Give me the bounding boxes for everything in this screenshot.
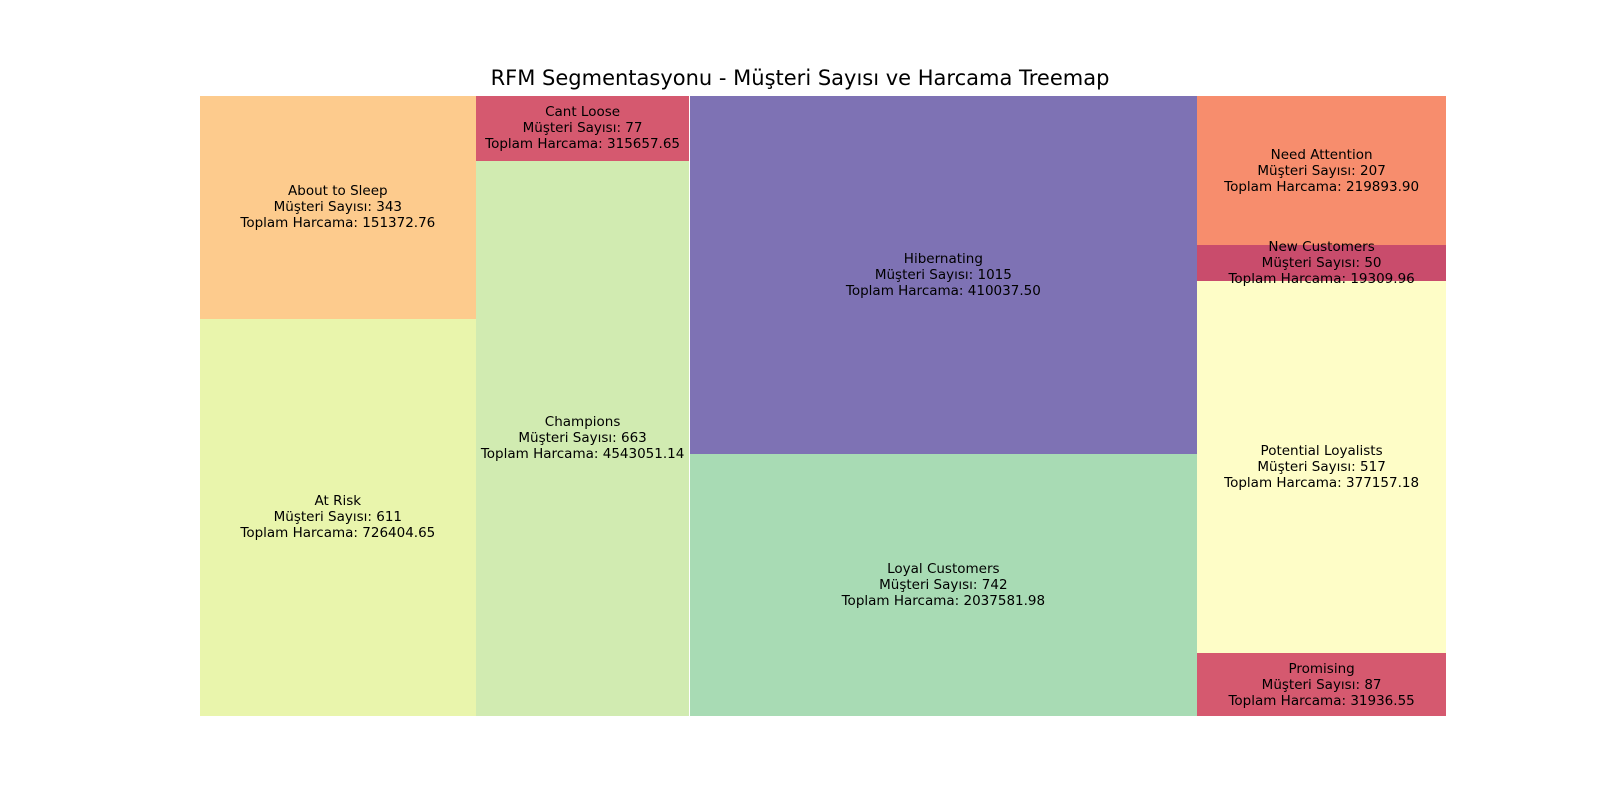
treemap-tile-potential-loyalists bbox=[1197, 281, 1446, 654]
segment-spend: Toplam Harcama: 2037581.98 bbox=[841, 593, 1046, 610]
treemap-tile-champions bbox=[475, 160, 690, 716]
treemap-tile-promising bbox=[1197, 653, 1446, 716]
segment-name: Hibernating bbox=[903, 251, 983, 268]
segment-count: Müşteri Sayısı: 50 bbox=[1261, 255, 1382, 272]
segment-count: Müşteri Sayısı: 742 bbox=[879, 577, 1008, 594]
segment-name: Cant Loose bbox=[545, 104, 621, 121]
segment-count: Müşteri Sayısı: 611 bbox=[273, 509, 403, 526]
segment-name: Promising bbox=[1288, 660, 1355, 677]
treemap-tile-cant-loose bbox=[475, 96, 690, 161]
segment-count: Müşteri Sayısı: 207 bbox=[1257, 162, 1386, 179]
treemap-label-hibernating: Hibernating Müşteri Sayısı: 1015 Toplam Ha… bbox=[846, 251, 1041, 299]
segment-name: Need Attention bbox=[1270, 146, 1373, 163]
segment-name: Loyal Customers bbox=[887, 561, 1000, 578]
segment-spend: Toplam Harcama: 315657.65 bbox=[485, 136, 681, 153]
segment-spend: Toplam Harcama: 219893.90 bbox=[1224, 178, 1420, 195]
segment-spend: Toplam Harcama: 4543051.14 bbox=[480, 446, 685, 463]
treemap-tile-new-customers bbox=[1197, 245, 1446, 282]
segment-count: Müşteri Sayısı: 517 bbox=[1257, 459, 1386, 476]
treemap-tile-loyal-customers bbox=[689, 454, 1198, 716]
segment-name: New Customers bbox=[1268, 239, 1375, 256]
segment-spend: Toplam Harcama: 19309.96 bbox=[1228, 271, 1415, 288]
segment-spend: Toplam Harcama: 377157.18 bbox=[1224, 475, 1420, 492]
chart-title: RFM Segmentasyonu - Müşteri Sayısı ve Ha… bbox=[490, 66, 1110, 90]
segment-count: Müşteri Sayısı: 87 bbox=[1261, 676, 1382, 693]
segment-spend: Toplam Harcama: 726404.65 bbox=[240, 525, 436, 542]
treemap-label-new-customers: New Customers Müşteri Sayısı: 50 Toplam Ha… bbox=[1228, 239, 1414, 287]
treemap-label-loyal-customers: Loyal Customers Müşteri Sayısı: 742 Toplam… bbox=[842, 561, 1045, 609]
segment-name: About to Sleep bbox=[288, 183, 388, 200]
segment-count: Müşteri Sayısı: 77 bbox=[522, 120, 643, 137]
segment-spend: Toplam Harcama: 410037.50 bbox=[845, 283, 1041, 300]
segment-count: Müşteri Sayısı: 663 bbox=[518, 430, 647, 447]
treemap-label-champions: Champions Müşteri Sayısı: 663 Toplam Harca… bbox=[481, 414, 684, 462]
treemap-tile-about-to-sleep bbox=[200, 96, 476, 319]
treemap-label-promising: Promising Müşteri Sayısı: 87 Toplam Harcam… bbox=[1228, 661, 1414, 709]
segment-name: Potential Loyalists bbox=[1260, 443, 1383, 460]
segment-name: At Risk bbox=[314, 493, 362, 510]
treemap-tile-hibernating bbox=[689, 96, 1198, 455]
segment-count: Müşteri Sayısı: 343 bbox=[273, 199, 403, 216]
treemap-label-need-attention: Need Attention Müşteri Sayısı: 207 Toplam … bbox=[1224, 147, 1419, 195]
segment-spend: Toplam Harcama: 31936.55 bbox=[1228, 692, 1415, 709]
treemap-label-cant-loose: Cant Loose Müşteri Sayısı: 77 Toplam Harca… bbox=[485, 104, 680, 152]
treemap-label-potential-loyalists: Potential Loyalists Müşteri Sayısı: 517 To… bbox=[1224, 443, 1419, 491]
segment-spend: Toplam Harcama: 151372.76 bbox=[240, 215, 436, 232]
treemap-tile-need-attention bbox=[1197, 96, 1446, 246]
segment-count: Müşteri Sayısı: 1015 bbox=[874, 267, 1012, 284]
treemap-tile-at-risk bbox=[200, 318, 476, 716]
treemap-label-at-risk: At Risk Müşteri Sayısı: 611 Toplam Harcama… bbox=[240, 493, 435, 541]
segment-name: Champions bbox=[544, 414, 621, 431]
treemap-label-about-to-sleep: About to Sleep Müşteri Sayısı: 343 Toplam … bbox=[240, 183, 435, 231]
